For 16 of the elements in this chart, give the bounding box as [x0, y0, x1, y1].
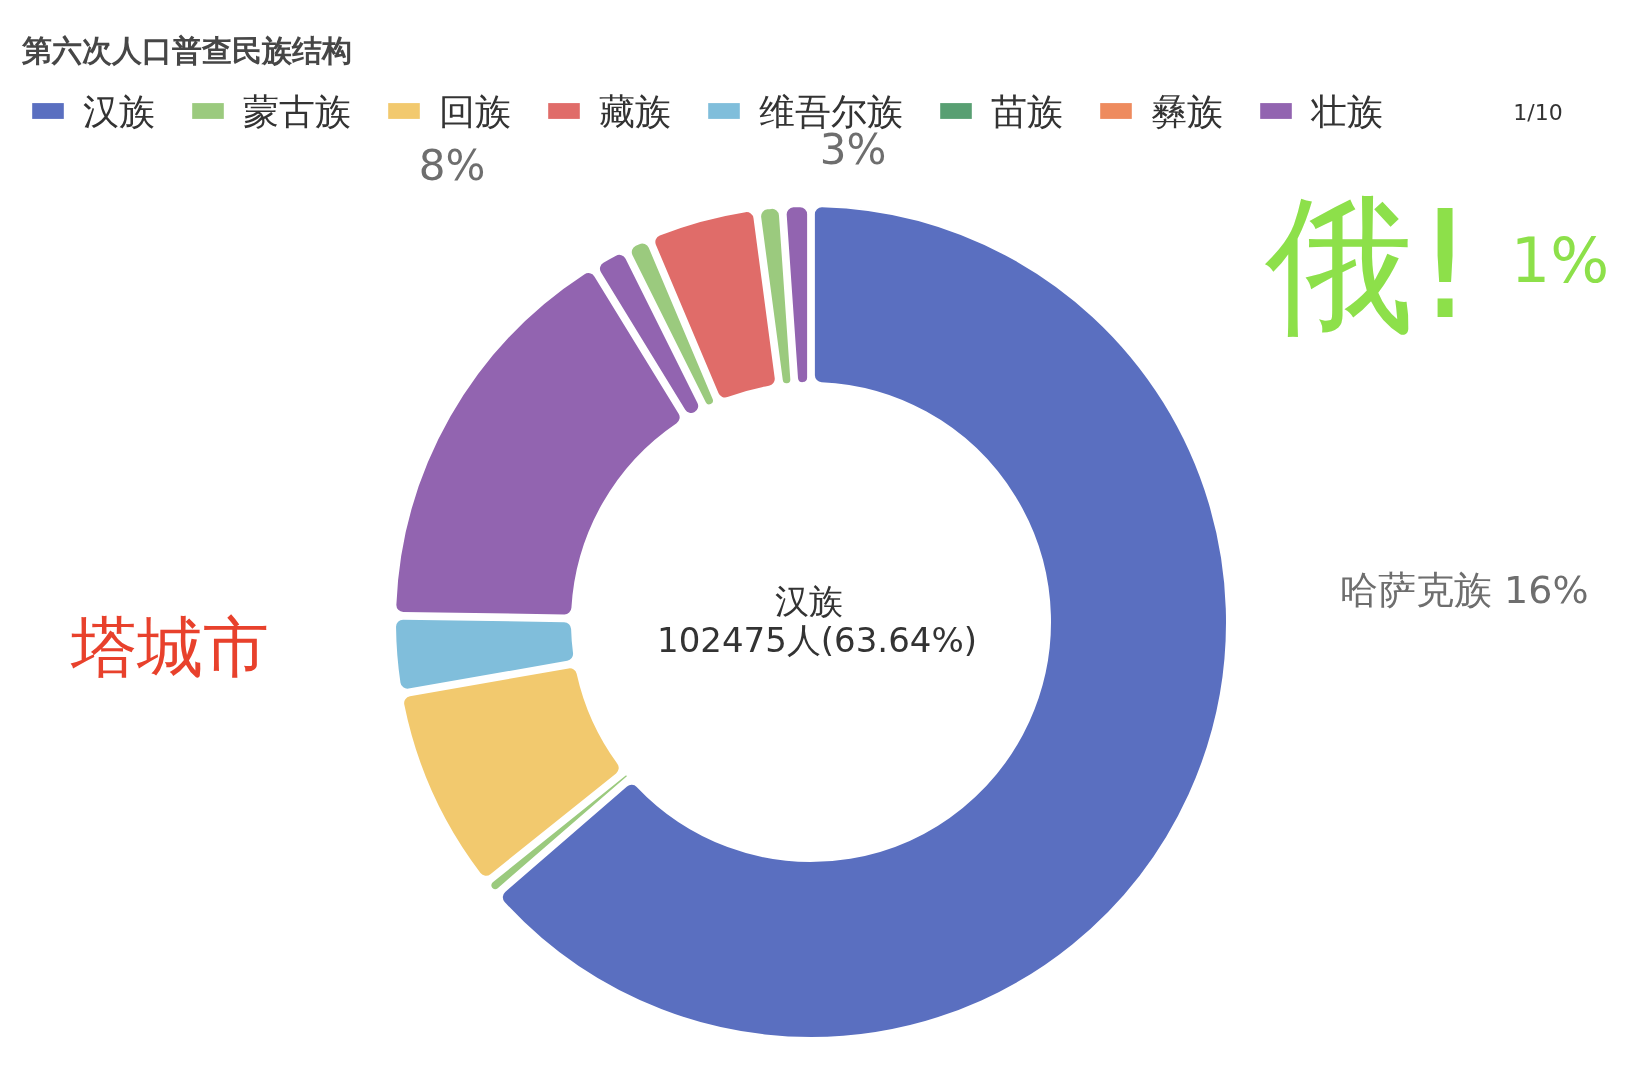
text: 1%	[1510, 224, 1610, 297]
text: 俄!	[1264, 178, 1476, 352]
text: 塔城市	[70, 609, 269, 686]
legend-label: 彝族	[1151, 91, 1223, 132]
legend-label: 壮族	[1310, 91, 1383, 132]
text: 哈萨克族 16%	[1340, 568, 1589, 612]
legend-label: 藏族	[599, 91, 671, 132]
text: 1/10	[1513, 100, 1563, 125]
text: 8%	[418, 141, 486, 190]
chart-title: 第六次人口普查民族结构	[21, 33, 352, 68]
legend-label: 蒙古族	[243, 91, 351, 132]
legend-label: 苗族	[991, 91, 1063, 132]
legend-label: 回族	[439, 91, 511, 132]
text: 汉族	[775, 581, 843, 621]
legend-label: 汉族	[83, 91, 155, 132]
text: 102475人(63.64%)	[657, 620, 977, 660]
